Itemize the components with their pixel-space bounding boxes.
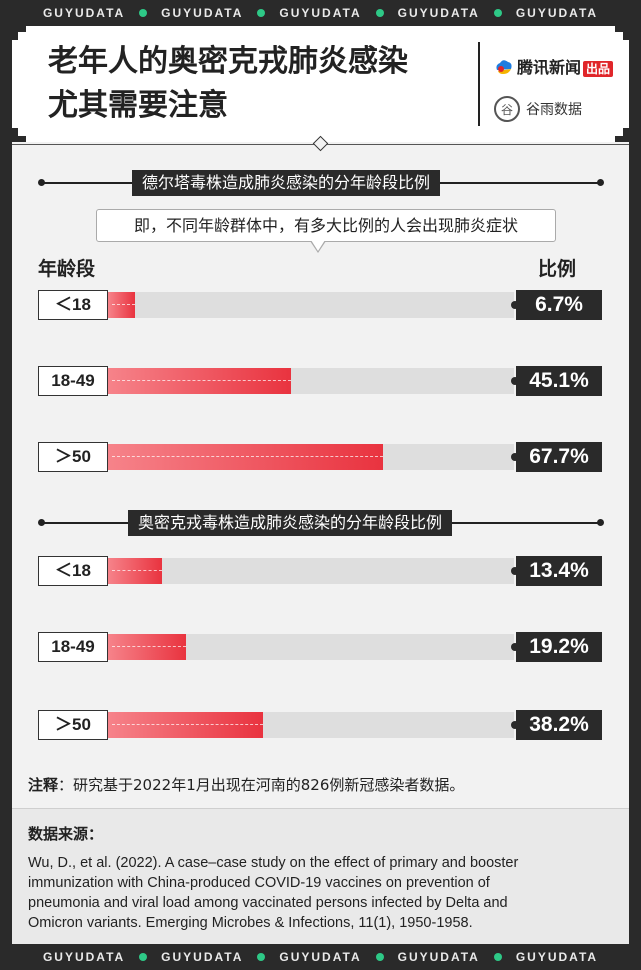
brand-word: GUYUDATA bbox=[279, 6, 362, 20]
corner-bracket bbox=[12, 26, 26, 40]
page-title: 老年人的奥密克戎肺炎感染 尤其需要注意 bbox=[48, 40, 408, 128]
bar bbox=[108, 292, 136, 318]
corner-bracket bbox=[12, 128, 26, 142]
value-label: 45.1% bbox=[511, 366, 602, 396]
brand-dot-icon bbox=[139, 9, 148, 17]
guyu-logo-icon: 谷 bbox=[494, 96, 520, 122]
brand-dot-icon bbox=[375, 9, 384, 17]
bar bbox=[108, 444, 383, 470]
age-group-label: 18-49 bbox=[38, 632, 115, 662]
section-1-title: 德尔塔毒株造成肺炎感染的分年龄段比例 bbox=[132, 170, 441, 196]
value-label: 13.4% bbox=[511, 556, 602, 586]
bar bbox=[108, 634, 186, 660]
brand-dot-icon bbox=[493, 953, 502, 961]
tencent-logo-text: 腾讯新闻 bbox=[517, 58, 582, 77]
bar-track bbox=[108, 444, 514, 470]
value-label: 67.7% bbox=[511, 442, 602, 472]
source-title: 数据来源： bbox=[28, 825, 104, 843]
header: 老年人的奥密克戎肺炎感染 尤其需要注意 腾讯新闻 出品 谷 谷雨数据 bbox=[12, 26, 629, 142]
header-divider bbox=[478, 42, 480, 126]
brand-word: GUYUDATA bbox=[397, 950, 480, 964]
title-line-1: 老年人的奥密克戎肺炎感染 bbox=[48, 44, 408, 79]
tencent-logo-badge: 出品 bbox=[583, 61, 614, 77]
bar bbox=[108, 712, 264, 738]
infographic-card: 老年人的奥密克戎肺炎感染 尤其需要注意 腾讯新闻 出品 谷 谷雨数据 德尔塔毒株造… bbox=[12, 26, 629, 944]
bar-track bbox=[108, 292, 514, 318]
brand-word: GUYUDATA bbox=[161, 950, 244, 964]
tencent-news-logo: 腾讯新闻 出品 bbox=[494, 54, 614, 78]
column-header-ratio: 比例 bbox=[538, 258, 577, 280]
age-group-label: ＜18 bbox=[38, 290, 115, 320]
bar bbox=[108, 368, 292, 394]
value-label: 38.2% bbox=[511, 710, 602, 740]
bar-track bbox=[108, 634, 514, 660]
callout-box: 即，不同年龄群体中，有多大比例的人会出现肺炎症状 bbox=[96, 209, 556, 242]
brand-word: GUYUDATA bbox=[397, 6, 480, 20]
age-group-label: ＞50 bbox=[38, 710, 115, 740]
note-label: 注释 bbox=[28, 776, 59, 794]
brand-word: GUYUDATA bbox=[42, 950, 126, 964]
bar bbox=[108, 558, 163, 584]
brand-dot-icon bbox=[493, 9, 502, 17]
bar-track bbox=[108, 368, 514, 394]
brand-word: GUYUDATA bbox=[42, 6, 126, 20]
guyu-data-logo: 谷 谷雨数据 bbox=[494, 96, 582, 122]
note-text: ：研究基于2022年1月出现在河南的826例新冠感染者数据。 bbox=[58, 776, 465, 794]
brand-word: GUYUDATA bbox=[161, 6, 244, 20]
title-line-2: 尤其需要注意 bbox=[48, 88, 228, 123]
source-citation: Wu, D., et al. (2022). A case–case study… bbox=[28, 855, 519, 931]
source-section: 数据来源： Wu, D., et al. (2022). A case–case… bbox=[12, 808, 629, 944]
callout-tail bbox=[310, 240, 326, 253]
bar-track bbox=[108, 712, 514, 738]
corner-bracket bbox=[615, 128, 629, 142]
bar-track bbox=[108, 558, 514, 584]
brand-word: GUYUDATA bbox=[515, 950, 599, 964]
brand-strip-bottom: GUYUDATA GUYUDATA GUYUDATA GUYUDATA GUYUDATA bbox=[0, 944, 641, 970]
brand-word: GUYUDATA bbox=[515, 6, 599, 20]
brand-dot-icon bbox=[257, 953, 266, 961]
age-group-label: 18-49 bbox=[38, 366, 115, 396]
note: 注释：研究基于2022年1月出现在河南的826例新冠感染者数据。 bbox=[28, 774, 464, 795]
brand-dot-icon bbox=[257, 9, 266, 17]
brand-strip-top: GUYUDATA GUYUDATA GUYUDATA GUYUDATA GUYUDATA bbox=[0, 0, 641, 26]
brand-dot-icon bbox=[375, 953, 384, 961]
guyu-logo-text: 谷雨数据 bbox=[526, 102, 582, 118]
brand-dot-icon bbox=[139, 953, 148, 961]
tencent-logo-icon bbox=[496, 60, 512, 74]
brand-word: GUYUDATA bbox=[279, 950, 362, 964]
column-header-age: 年龄段 bbox=[38, 258, 96, 280]
section-2-title: 奥密克戎毒株造成肺炎感染的分年龄段比例 bbox=[128, 510, 453, 536]
corner-bracket bbox=[615, 26, 629, 40]
value-label: 19.2% bbox=[511, 632, 602, 662]
age-group-label: ＜18 bbox=[38, 556, 115, 586]
age-group-label: ＞50 bbox=[38, 442, 115, 472]
value-label: 6.7% bbox=[511, 290, 602, 320]
